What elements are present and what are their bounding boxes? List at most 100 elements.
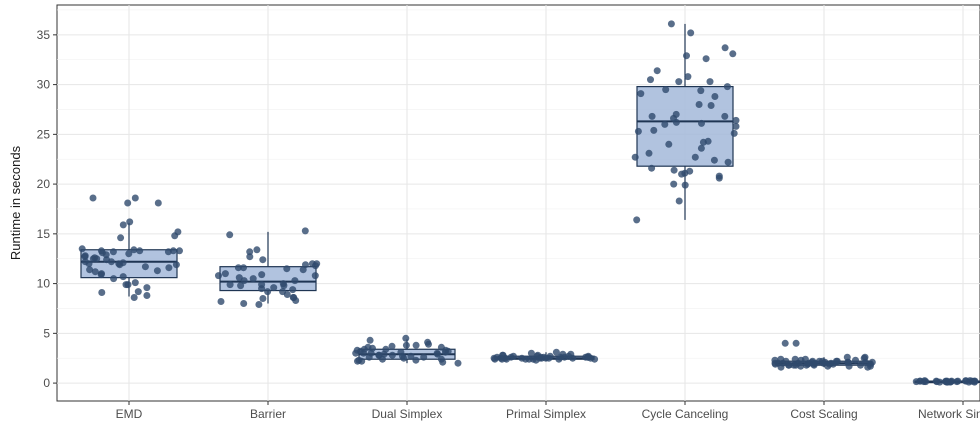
data-point: [732, 122, 740, 130]
box-iqr: [636, 85, 734, 167]
plot-panel: [56, 4, 980, 402]
x-tick-label: Cycle Canceling: [642, 407, 729, 421]
data-point: [259, 295, 267, 302]
data-point: [86, 266, 94, 274]
data-point: [258, 281, 266, 289]
data-point: [289, 286, 297, 294]
data-point: [122, 281, 130, 289]
data-point: [356, 347, 364, 355]
data-point: [98, 270, 105, 278]
data-point: [124, 199, 132, 207]
y-axis-ticks: 0 5 10 15 20 25 30 35: [37, 28, 57, 390]
y-tick-label: 20: [37, 177, 51, 191]
data-point: [91, 268, 99, 276]
data-point: [843, 353, 851, 361]
data-point: [662, 86, 670, 94]
data-point: [279, 280, 287, 288]
data-point: [864, 363, 872, 371]
data-point: [174, 228, 182, 236]
data-point: [675, 78, 683, 86]
points-dual-simplex: [352, 334, 462, 367]
data-point: [729, 50, 737, 58]
data-point: [715, 172, 723, 180]
data-point: [454, 359, 462, 367]
data-point: [412, 356, 420, 364]
data-point: [710, 156, 718, 164]
data-point: [922, 378, 930, 386]
data-point: [78, 245, 86, 253]
data-point: [246, 248, 254, 256]
data-point: [441, 348, 449, 356]
x-tick-label: Cost Scaling: [790, 407, 857, 421]
data-point: [358, 357, 366, 365]
data-point: [388, 342, 396, 350]
x-tick-label: EMD: [116, 407, 143, 421]
data-point: [672, 118, 680, 126]
data-point: [246, 253, 254, 261]
data-point: [790, 361, 798, 369]
data-point: [91, 254, 99, 262]
data-point: [675, 197, 683, 205]
data-point: [136, 247, 144, 255]
points-barrier: [215, 227, 321, 308]
data-point: [117, 234, 125, 242]
data-point: [259, 256, 267, 264]
data-point: [382, 345, 390, 353]
data-point: [240, 300, 248, 307]
data-point: [312, 262, 319, 270]
data-point: [412, 341, 420, 349]
data-point: [221, 270, 229, 278]
data-point: [407, 352, 415, 360]
y-tick-label: 30: [37, 78, 51, 92]
data-point: [509, 352, 517, 360]
data-point: [711, 93, 719, 100]
data-point: [97, 247, 105, 255]
points-primal-simplex: [490, 348, 599, 364]
data-point: [388, 351, 396, 359]
data-point: [661, 120, 669, 128]
data-point: [724, 158, 732, 166]
points-emd: [78, 194, 183, 301]
data-point: [702, 55, 710, 63]
data-point: [529, 355, 537, 363]
data-point: [811, 359, 819, 367]
data-point: [503, 355, 510, 363]
data-point: [240, 277, 248, 285]
data-point: [119, 221, 127, 229]
grid: [57, 5, 980, 401]
data-point: [433, 349, 441, 357]
data-point: [832, 357, 840, 365]
data-point: [165, 264, 173, 272]
data-point: [375, 351, 383, 359]
data-point: [678, 170, 686, 178]
data-point: [255, 301, 263, 308]
data-point: [584, 352, 592, 360]
points-network-simplex: [912, 377, 979, 386]
data-point: [697, 87, 705, 95]
data-point: [437, 343, 445, 351]
data-point: [730, 129, 738, 137]
data-point: [647, 76, 654, 84]
data-point: [264, 288, 272, 296]
data-point: [667, 20, 675, 28]
data-point: [684, 73, 692, 81]
data-point: [131, 279, 139, 287]
box-barrier: [219, 231, 317, 304]
data-point: [538, 354, 546, 362]
data-point: [791, 355, 799, 363]
data-point: [819, 359, 827, 367]
data-point: [771, 359, 779, 367]
data-point: [653, 67, 661, 75]
data-point: [234, 264, 242, 272]
data-point: [857, 361, 864, 369]
data-point: [253, 246, 261, 254]
data-point: [631, 153, 639, 161]
data-point: [134, 288, 142, 296]
data-point: [130, 246, 138, 254]
data-point: [424, 338, 432, 346]
points: [78, 20, 979, 386]
data-point: [143, 292, 151, 299]
data-point: [860, 354, 868, 362]
